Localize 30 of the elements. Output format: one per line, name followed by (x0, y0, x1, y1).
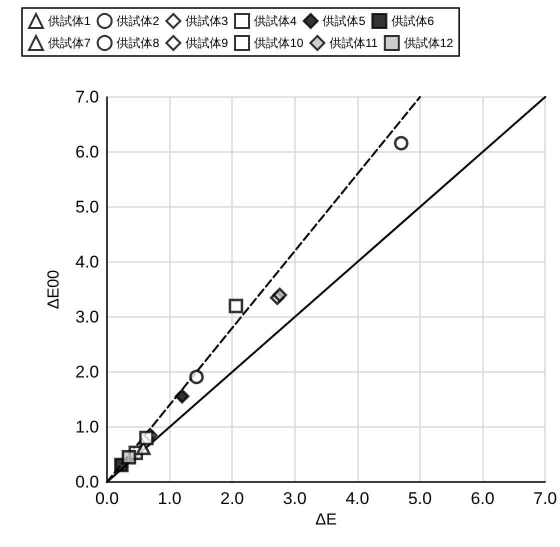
x-axis-title: ΔE (315, 512, 337, 528)
legend-label: 供試体12 (404, 36, 454, 50)
y-tick-label: 3.0 (75, 308, 99, 326)
legend-label: 供試体3 (185, 14, 228, 28)
y-tick-label: 6.0 (75, 142, 99, 162)
y-tick-label: 7.0 (75, 88, 99, 106)
legend-label: 供試体9 (185, 36, 228, 50)
y-tick-label: 4.0 (75, 252, 99, 272)
y-tick-label: 5.0 (75, 198, 99, 216)
legend-label: 供試体8 (116, 36, 160, 50)
legend-label: 供試体5 (322, 14, 366, 28)
x-tick-label: 7.0 (533, 489, 558, 508)
x-tick-label: 3.0 (282, 489, 307, 508)
y-tick-label: 2.0 (75, 362, 99, 382)
legend-label: 供試体7 (48, 36, 91, 50)
legend-label: 供試体11 (329, 36, 378, 50)
x-tick-label: 1.0 (158, 489, 182, 508)
x-tick-label: 4.0 (346, 489, 370, 508)
legend-label: 供試体10 (254, 36, 304, 50)
y-tick-label: 0.0 (75, 472, 99, 492)
legend-label: 供試体1 (48, 14, 91, 28)
x-tick-label: 0.0 (95, 489, 119, 508)
legend-label: 供試体6 (391, 14, 434, 28)
legend-label: 供試体4 (254, 14, 298, 28)
x-tick-label: 6.0 (470, 489, 494, 508)
y-tick-label: 1.0 (75, 418, 99, 436)
x-tick-label: 2.0 (220, 489, 244, 508)
x-tick-label: 5.0 (408, 489, 432, 508)
legend-label: 供試体2 (116, 14, 160, 28)
y-axis-title: ΔE00 (46, 270, 62, 310)
